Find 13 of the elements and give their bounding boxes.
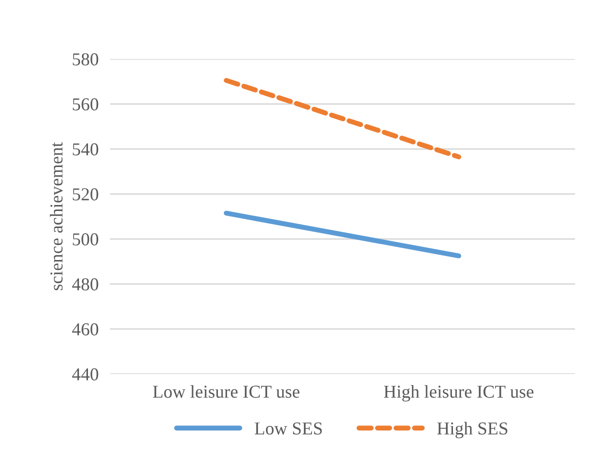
y-tick-label: 560 bbox=[72, 98, 98, 110]
y-tick-label: 520 bbox=[72, 188, 98, 200]
y-tick-label: 480 bbox=[72, 278, 98, 290]
x-tick-label: Low leisure ICT use bbox=[152, 385, 300, 398]
y-tick-label: 500 bbox=[72, 233, 98, 246]
x-tick-label: High leisure ICT use bbox=[384, 385, 534, 402]
y-axis-title: science achievement bbox=[50, 142, 63, 290]
y-tick-label: 460 bbox=[72, 323, 98, 336]
y-tick-label: 440 bbox=[72, 368, 98, 380]
y-tick-label: 580 bbox=[72, 53, 98, 66]
legend-label: Low SES bbox=[254, 422, 322, 435]
legend-label: High SES bbox=[437, 422, 508, 438]
y-tick-label: 540 bbox=[72, 143, 98, 156]
